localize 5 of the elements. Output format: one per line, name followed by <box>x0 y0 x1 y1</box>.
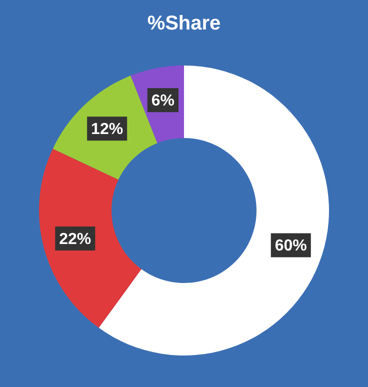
chart-title: %Share <box>147 12 221 35</box>
data-label: 22% <box>59 230 92 248</box>
data-label: 60% <box>274 238 307 255</box>
data-label: 12% <box>91 120 124 138</box>
data-label: 6% <box>151 92 175 110</box>
